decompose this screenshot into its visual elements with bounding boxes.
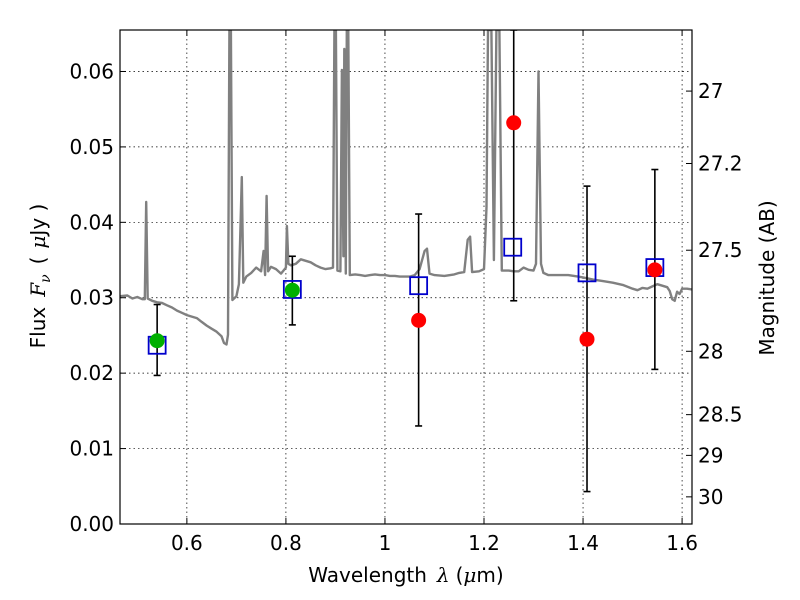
y2-tick-label: 27.2 [698,151,743,175]
model-square [503,237,523,257]
observed-point-green [149,333,165,349]
observed-point-series [149,115,663,349]
x-tick-label: 1 [379,531,392,555]
spectrum-line [120,30,692,346]
y-tick-label: 0.03 [69,286,114,310]
y2-tick-labels: 27 27.2 27.5 28 28.5 29 30 [698,79,743,509]
model-square [577,263,597,283]
axis-ticks [120,30,692,525]
y-tick-label: 0.01 [69,437,114,461]
y2-tick-label: 28 [698,339,723,363]
x-axis-title: Wavelength λ (μm) [308,563,503,587]
y-tick-label: 0.00 [69,512,114,536]
x-tick-labels: 0.6 0.8 1 1.2 1.4 1.6 [171,531,698,555]
y2-tick-label: 27 [698,79,723,103]
y-tick-label: 0.05 [69,135,114,159]
y-tick-labels: 0.00 0.01 0.02 0.03 0.04 0.05 0.06 [69,59,114,536]
x-tick-label: 1.2 [468,531,500,555]
model-square [409,276,429,296]
observed-point-red [411,312,427,328]
y-tick-label: 0.04 [69,210,114,234]
y2-tick-label: 28.5 [698,403,743,427]
y2-tick-label: 27.5 [698,238,743,262]
plot-frame [119,29,693,525]
y-tick-label: 0.02 [69,361,114,385]
x-tick-label: 0.6 [171,531,203,555]
model-square [282,280,302,299]
y-axis-title: FluxFν(μJy ) [26,204,54,349]
x-tick-label: 0.8 [270,531,302,555]
x-tick-label: 1.6 [666,531,698,555]
observed-point-red [579,331,595,347]
y2-tick-label: 30 [698,485,723,509]
x-tick-label: 1.4 [567,531,599,555]
observed-point-red [506,115,522,131]
y2-axis-title: Magnitude (AB) [755,200,779,355]
y2-tick-label: 29 [698,443,723,467]
observed-point-red [647,262,663,278]
observed-point-green [284,282,300,298]
y-tick-label: 0.06 [69,59,114,83]
model-spectrum [120,30,692,346]
